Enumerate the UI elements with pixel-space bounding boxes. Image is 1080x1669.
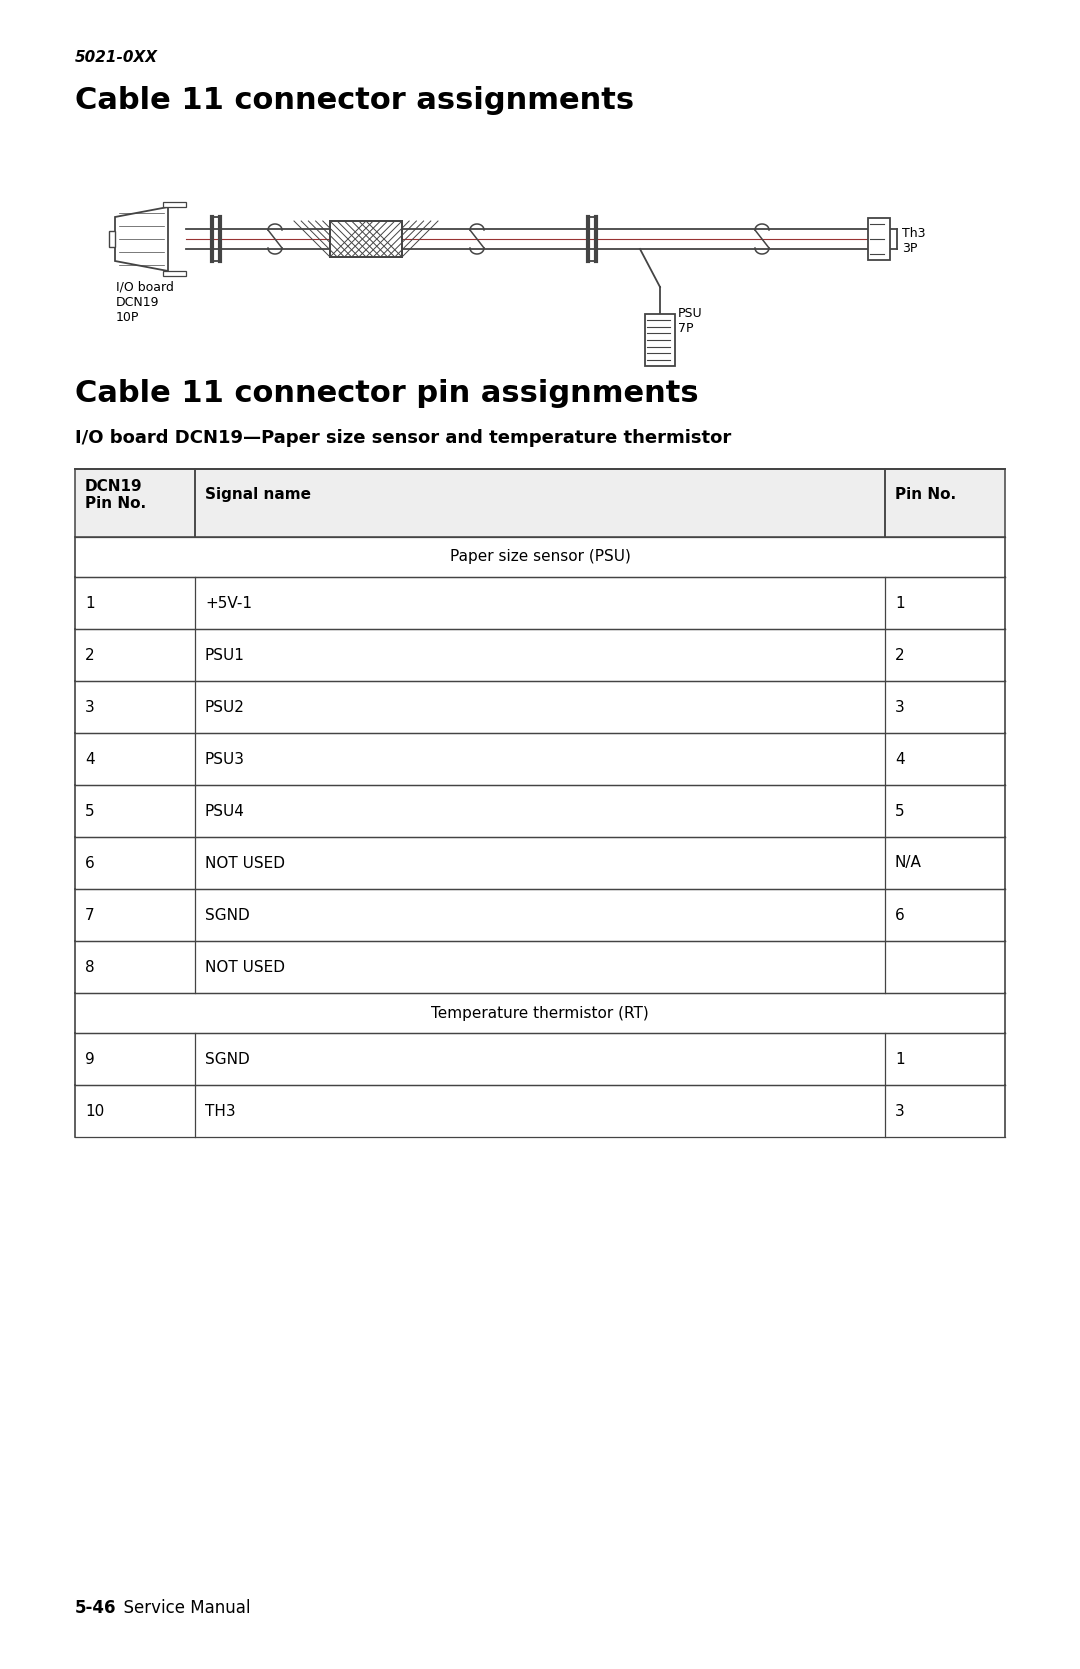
- Text: SGND: SGND: [205, 908, 249, 923]
- Polygon shape: [163, 202, 186, 207]
- Text: 6: 6: [85, 856, 95, 871]
- Polygon shape: [114, 207, 168, 270]
- Text: 7: 7: [85, 908, 95, 923]
- Text: 1: 1: [895, 1051, 905, 1066]
- Bar: [330, 220, 402, 257]
- Text: 3: 3: [895, 699, 905, 714]
- Text: DCN19
Pin No.: DCN19 Pin No.: [85, 479, 146, 511]
- Text: 4: 4: [895, 751, 905, 766]
- Text: I/O board
DCN19
10P: I/O board DCN19 10P: [116, 280, 174, 324]
- Text: NOT USED: NOT USED: [205, 856, 285, 871]
- Bar: [75, 469, 1005, 537]
- Bar: [75, 469, 195, 537]
- Text: PSU4: PSU4: [205, 803, 245, 818]
- Text: Pin No.: Pin No.: [895, 487, 956, 502]
- Text: Cable 11 connector pin assignments: Cable 11 connector pin assignments: [75, 379, 699, 407]
- Text: Cable 11 connector assignments: Cable 11 connector assignments: [75, 87, 634, 115]
- Text: 2: 2: [85, 648, 95, 663]
- Text: 4: 4: [85, 751, 95, 766]
- Text: 9: 9: [85, 1051, 95, 1066]
- Text: Temperature thermistor (RT): Temperature thermistor (RT): [431, 1005, 649, 1020]
- Bar: [645, 314, 675, 366]
- Text: Service Manual: Service Manual: [113, 1599, 251, 1617]
- Bar: [885, 469, 1005, 537]
- Text: 6: 6: [895, 908, 905, 923]
- Text: N/A: N/A: [895, 856, 922, 871]
- Text: Th3
3P: Th3 3P: [902, 227, 926, 255]
- Text: 5-46: 5-46: [75, 1599, 117, 1617]
- Text: TH3: TH3: [205, 1103, 235, 1118]
- Text: 5021-0XX: 5021-0XX: [75, 50, 158, 65]
- Text: NOT USED: NOT USED: [205, 960, 285, 975]
- Text: 2: 2: [895, 648, 905, 663]
- Text: PSU
7P: PSU 7P: [678, 307, 703, 335]
- Text: PSU1: PSU1: [205, 648, 245, 663]
- Bar: [868, 219, 890, 260]
- Text: +5V-1: +5V-1: [205, 596, 252, 611]
- Text: Signal name: Signal name: [205, 487, 311, 502]
- Text: PSU2: PSU2: [205, 699, 245, 714]
- Polygon shape: [163, 270, 186, 275]
- Bar: [109, 230, 114, 247]
- Text: I/O board DCN19—Paper size sensor and temperature thermistor: I/O board DCN19—Paper size sensor and te…: [75, 429, 731, 447]
- Bar: [330, 220, 402, 257]
- Bar: [195, 469, 885, 537]
- Text: PSU3: PSU3: [205, 751, 245, 766]
- Text: 10: 10: [85, 1103, 105, 1118]
- Text: 1: 1: [85, 596, 95, 611]
- Text: SGND: SGND: [205, 1051, 249, 1066]
- Text: 8: 8: [85, 960, 95, 975]
- Text: 3: 3: [85, 699, 95, 714]
- Text: 5: 5: [85, 803, 95, 818]
- Text: Paper size sensor (PSU): Paper size sensor (PSU): [449, 549, 631, 564]
- Text: 1: 1: [895, 596, 905, 611]
- Text: 5: 5: [895, 803, 905, 818]
- Text: 3: 3: [895, 1103, 905, 1118]
